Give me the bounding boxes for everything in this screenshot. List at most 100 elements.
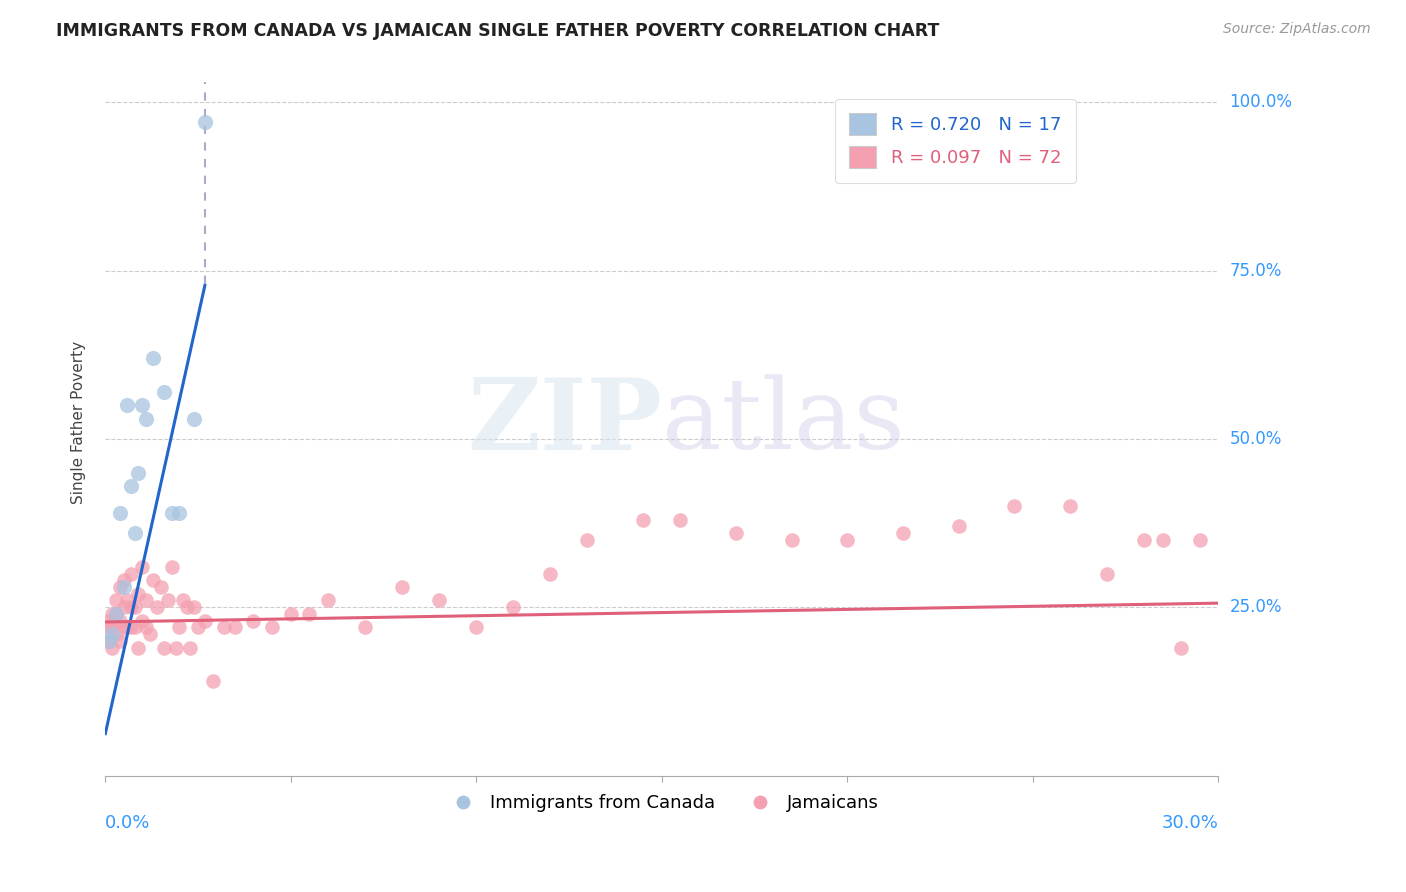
Point <box>146 600 169 615</box>
Point <box>242 614 264 628</box>
Text: 50.0%: 50.0% <box>1230 430 1282 448</box>
Point <box>160 559 183 574</box>
Point <box>201 674 224 689</box>
Point <box>167 506 190 520</box>
Text: IMMIGRANTS FROM CANADA VS JAMAICAN SINGLE FATHER POVERTY CORRELATION CHART: IMMIGRANTS FROM CANADA VS JAMAICAN SINGL… <box>56 22 939 40</box>
Point <box>112 600 135 615</box>
Point <box>138 627 160 641</box>
Point <box>316 593 339 607</box>
Point <box>837 533 859 547</box>
Point <box>538 566 561 581</box>
Point <box>194 614 217 628</box>
Point <box>108 580 131 594</box>
Point <box>108 506 131 520</box>
Point <box>176 600 198 615</box>
Point <box>1170 640 1192 655</box>
Point <box>101 640 124 655</box>
Point <box>260 620 283 634</box>
Point <box>172 593 194 607</box>
Point <box>149 580 172 594</box>
Point <box>120 600 142 615</box>
Point <box>97 633 120 648</box>
Point <box>105 607 128 621</box>
Point <box>183 600 205 615</box>
Point <box>194 115 217 129</box>
Point <box>187 620 209 634</box>
Point <box>948 519 970 533</box>
Text: 0.0%: 0.0% <box>105 814 150 832</box>
Point <box>224 620 246 634</box>
Point <box>165 640 187 655</box>
Point <box>280 607 302 621</box>
Point <box>124 600 146 615</box>
Point <box>179 640 201 655</box>
Point <box>465 620 488 634</box>
Point <box>212 620 235 634</box>
Point <box>97 633 120 648</box>
Point <box>135 593 157 607</box>
Point <box>142 574 165 588</box>
Point <box>124 526 146 541</box>
Point <box>127 640 149 655</box>
Point <box>1133 533 1156 547</box>
Point <box>576 533 599 547</box>
Point <box>142 351 165 365</box>
Point <box>97 620 120 634</box>
Point <box>124 620 146 634</box>
Point <box>101 620 124 634</box>
Point <box>427 593 450 607</box>
Point <box>160 506 183 520</box>
Point <box>1095 566 1118 581</box>
Legend: Immigrants from Canada, Jamaicans: Immigrants from Canada, Jamaicans <box>437 787 886 820</box>
Point <box>135 620 157 634</box>
Point <box>117 620 139 634</box>
Text: 75.0%: 75.0% <box>1230 261 1282 279</box>
Text: ZIP: ZIP <box>467 374 662 470</box>
Point <box>891 526 914 541</box>
Y-axis label: Single Father Poverty: Single Father Poverty <box>72 341 86 504</box>
Point <box>353 620 375 634</box>
Point <box>97 614 120 628</box>
Point <box>167 620 190 634</box>
Point <box>105 593 128 607</box>
Point <box>391 580 413 594</box>
Point <box>108 633 131 648</box>
Text: 25.0%: 25.0% <box>1230 599 1282 616</box>
Point <box>298 607 321 621</box>
Text: atlas: atlas <box>662 374 904 470</box>
Point <box>153 384 176 399</box>
Point <box>112 580 135 594</box>
Point <box>131 398 153 412</box>
Point <box>1152 533 1174 547</box>
Point <box>101 627 124 641</box>
Text: 100.0%: 100.0% <box>1230 93 1292 112</box>
Point <box>105 607 128 621</box>
Point <box>131 614 153 628</box>
Point <box>108 614 131 628</box>
Point <box>135 411 157 425</box>
Point <box>117 593 139 607</box>
Point <box>112 620 135 634</box>
Point <box>1188 533 1211 547</box>
Point <box>1059 499 1081 513</box>
Point <box>127 466 149 480</box>
Text: Source: ZipAtlas.com: Source: ZipAtlas.com <box>1223 22 1371 37</box>
Point <box>183 411 205 425</box>
Point <box>105 627 128 641</box>
Point <box>131 559 153 574</box>
Point <box>669 513 692 527</box>
Point <box>157 593 180 607</box>
Text: 30.0%: 30.0% <box>1161 814 1219 832</box>
Point <box>101 607 124 621</box>
Point <box>117 398 139 412</box>
Point <box>502 600 524 615</box>
Point <box>120 566 142 581</box>
Point <box>112 574 135 588</box>
Point <box>1002 499 1025 513</box>
Point <box>120 479 142 493</box>
Point <box>153 640 176 655</box>
Point <box>120 620 142 634</box>
Point <box>127 587 149 601</box>
Point <box>724 526 747 541</box>
Point <box>631 513 654 527</box>
